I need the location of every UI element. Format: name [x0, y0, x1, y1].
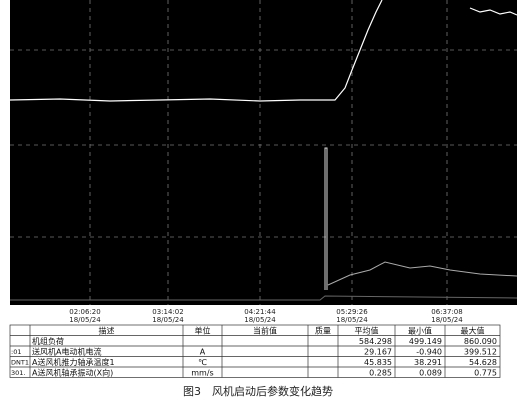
time-label: 05:29:26 — [336, 308, 368, 316]
time-label: 06:37:08 — [431, 308, 462, 316]
time-label: 03:14:02 — [152, 308, 183, 316]
cell-avg: 0.285 — [369, 368, 392, 377]
date-label: 18/05/24 — [336, 316, 368, 324]
trace-load-tail — [469, 7, 517, 16]
cell-code: DNT1 — [11, 358, 29, 366]
time-label: 04:21:44 — [244, 308, 276, 316]
cell-desc: 送风机A电动机电流 — [32, 346, 101, 356]
cell-unit: A — [200, 347, 206, 356]
cell-unit: ℃ — [198, 358, 207, 367]
trace-vibration — [10, 295, 517, 301]
cell-max: 860.090 — [464, 337, 497, 346]
cell-code: :01 — [11, 348, 21, 356]
cell-min: 0.089 — [419, 368, 442, 377]
table-frame — [9, 324, 501, 378]
time-label: 02:06:20 — [69, 308, 100, 316]
trace-current — [324, 147, 328, 290]
column-header: 单位 — [195, 325, 211, 335]
cell-code: 301. — [11, 369, 25, 377]
time-axis: 02:06:2018/05/2403:14:0218/05/2404:21:44… — [69, 308, 463, 324]
column-header: 最小值 — [408, 325, 432, 335]
date-label: 18/05/24 — [244, 316, 276, 324]
date-label: 18/05/24 — [69, 316, 101, 324]
column-header: 描述 — [99, 325, 115, 335]
date-label: 18/05/24 — [431, 316, 463, 324]
caption: 图3 风机启动后参数变化趋势 — [183, 384, 333, 398]
cell-avg: 45.835 — [364, 358, 392, 367]
column-header: 平均值 — [355, 325, 379, 335]
grid — [10, 0, 517, 305]
traces — [9, 0, 517, 301]
column-header: 当前值 — [253, 325, 277, 335]
cell-avg: 584.298 — [359, 337, 392, 346]
cell-max: 54.628 — [469, 358, 497, 367]
column-header: 最大值 — [461, 325, 485, 335]
date-label: 18/05/24 — [152, 316, 184, 324]
cell-max: 399.512 — [464, 347, 497, 356]
cell-max: 0.775 — [474, 368, 497, 377]
cell-desc: 机组负荷 — [32, 336, 64, 346]
trace-temperature — [327, 261, 517, 286]
cell-unit: mm/s — [191, 368, 213, 377]
trace-load — [9, 0, 383, 102]
cell-min: 38.291 — [414, 358, 442, 367]
cell-min: 499.149 — [409, 337, 442, 346]
cell-desc: A送风机轴承振动(X向) — [32, 367, 113, 377]
cell-min: -0.940 — [416, 347, 442, 356]
cell-desc: A送风机推力轴承温度1 — [32, 357, 115, 367]
column-header: 质量 — [315, 325, 331, 335]
trend-area — [10, 0, 517, 305]
cell-avg: 29.167 — [364, 347, 392, 356]
